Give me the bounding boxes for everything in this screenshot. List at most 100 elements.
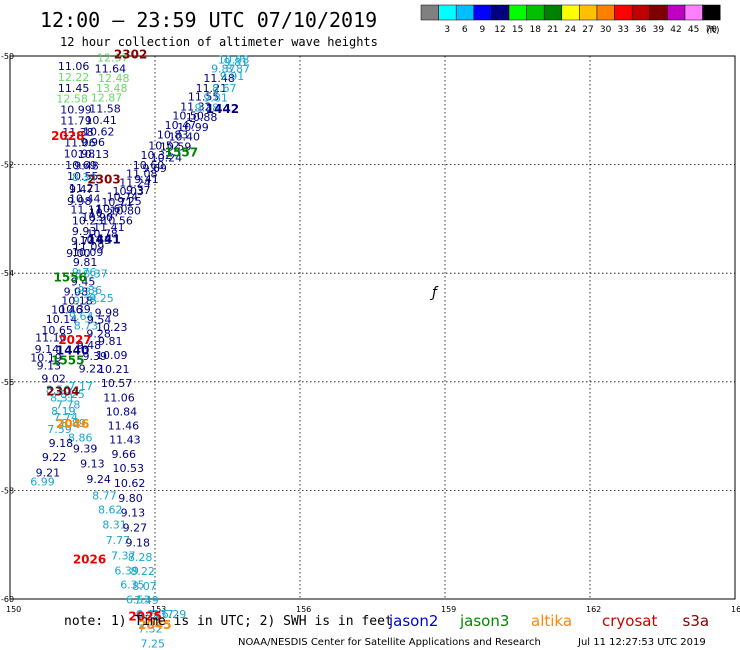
swh-label: 9.08 — [64, 285, 89, 298]
swh-label: 8.77 — [92, 490, 117, 503]
wave-height-labels: 11.0612.2211.4512.5810.9911.7911.3811.06… — [30, 51, 250, 650]
header-subtitle: 12 hour collection of altimeter wave hei… — [60, 35, 378, 49]
lat-tick-label: -60 — [1, 595, 14, 604]
swh-label: 10.14 — [46, 313, 77, 326]
swh-label: 9.45 — [71, 276, 96, 289]
swh-label: 9.48 — [74, 159, 99, 172]
swh-label: 10.09 — [96, 349, 128, 362]
swh-label: 8.28 — [128, 551, 153, 564]
swh-label: 8.19 — [51, 405, 75, 418]
swh-label: 11.10 — [35, 332, 66, 345]
swh-label: 9.66 — [112, 448, 137, 461]
swh-label: 9.38 — [195, 101, 220, 114]
swh-label: 11.55 — [188, 91, 220, 104]
legend-swatch-label: 15 — [512, 25, 523, 35]
swh-label: 8.89 — [61, 417, 86, 430]
lon-tick-label: 162 — [586, 605, 601, 614]
legend-swatch — [667, 4, 686, 21]
swh-label: 10.32 — [141, 149, 173, 162]
swh-label: 11.21 — [69, 182, 101, 195]
swh-label: 10.21 — [98, 363, 130, 376]
swh-label: 9.96 — [81, 136, 106, 149]
swh-label: 8.22 — [130, 565, 155, 578]
legend-swatch-label: 27 — [582, 25, 593, 35]
swh-label: 8.62 — [98, 504, 123, 517]
swh-label: 10.09 — [72, 246, 104, 259]
swh-label: 10.46 — [51, 303, 82, 316]
swh-label: 10.69 — [65, 159, 97, 172]
legend-swatch — [649, 4, 668, 21]
swh-label: 12.58 — [56, 93, 88, 106]
swh-label: 9.13 — [37, 359, 62, 372]
swh-label: 10.90 — [82, 211, 114, 224]
swh-label: 10.60 — [133, 159, 165, 172]
legend-swatch — [684, 4, 703, 21]
lat-tick-label: -58 — [1, 486, 14, 495]
swh-label: 10.99 — [60, 104, 91, 117]
swh-label: 10.19 — [30, 352, 62, 365]
swh-label: 9.81 — [98, 335, 123, 348]
mission-legend: jason2 jason3 altika cryosat s3a — [388, 612, 709, 630]
swh-label: 10.59 — [160, 140, 192, 153]
swh-label: 10.80 — [110, 205, 142, 218]
mission-name: altika — [531, 612, 572, 630]
swh-label: 9.22 — [79, 363, 104, 376]
swh-label: 11.06 — [64, 137, 96, 150]
swh-label: 10.44 — [69, 193, 101, 206]
track-time-label: 2027 — [58, 333, 91, 347]
track-time-label: 2026 — [73, 553, 106, 567]
mission-name: s3a — [683, 612, 710, 630]
swh-label: 9.25 — [117, 195, 142, 208]
swh-label: 10.65 — [41, 324, 73, 337]
swh-label: 11.45 — [58, 82, 90, 95]
legend-swatch — [614, 4, 633, 21]
swh-label: 9.22 — [42, 451, 67, 464]
footer-timestamp: Jul 11 12:27:53 UTC 2019 — [577, 637, 706, 648]
swh-label: 10.23 — [72, 214, 104, 227]
swh-label: 9.39 — [73, 442, 98, 455]
swh-label: 9.18 — [126, 536, 150, 549]
swh-label: 9.13 — [80, 458, 105, 471]
legend-unit: (ft) — [706, 26, 720, 36]
footer-credit: NOAA/NESDIS Center for Satellite Applica… — [238, 637, 541, 648]
swh-label: 8.31 — [50, 391, 75, 404]
legend-swatch-label: 9 — [480, 25, 486, 35]
swh-label: 7.32 — [138, 623, 163, 636]
swh-label: 9.48 — [77, 339, 102, 352]
swh-label: 9.69 — [142, 162, 167, 175]
swh-label: 8.31 — [102, 518, 127, 531]
swh-label: 10.88 — [186, 111, 218, 124]
swh-label: 9.81 — [203, 92, 228, 105]
legend-swatch — [508, 4, 527, 21]
swh-label: 10.13 — [78, 148, 110, 161]
swh-label: 6.29 — [162, 608, 187, 621]
swh-label: 10.41 — [85, 114, 117, 127]
swh-label: 10.53 — [112, 462, 144, 475]
swh-label: 9.00 — [66, 247, 91, 260]
swh-label: 10.24 — [151, 151, 183, 164]
swh-label: 9.14 — [35, 343, 60, 356]
swh-label: 9.74 — [71, 235, 96, 248]
swh-label: 9.64 — [69, 310, 94, 323]
swh-label: 10.78 — [86, 227, 118, 240]
lon-tick-label: 150 — [6, 605, 21, 614]
swh-label: 9.91 — [220, 70, 245, 83]
legend-swatch — [526, 4, 545, 21]
header-title: 12:00 – 23:59 UTC 07/10/2019 — [40, 8, 377, 32]
swh-label: 9.21 — [36, 466, 61, 479]
legend-swatch — [596, 4, 615, 21]
legend-swatch-label: 33 — [617, 25, 628, 35]
legend-swatch — [543, 4, 563, 21]
legend-swatch-label: 3 — [444, 25, 450, 35]
swh-label: 11.46 — [108, 420, 140, 433]
swh-label: 9.27 — [123, 522, 148, 535]
swh-label: 10.03 — [112, 185, 144, 198]
lon-tick-label: 159 — [441, 605, 456, 614]
track-time-label: 1555 — [51, 353, 84, 367]
swh-label: 6.53 — [126, 593, 151, 606]
swh-label: 6.35 — [120, 579, 145, 592]
swh-label: 11.06 — [103, 391, 134, 404]
swh-label: 9.13 — [121, 506, 146, 519]
track-time-label: 2304 — [46, 384, 79, 398]
lon-tick-label: 165 — [731, 605, 740, 614]
